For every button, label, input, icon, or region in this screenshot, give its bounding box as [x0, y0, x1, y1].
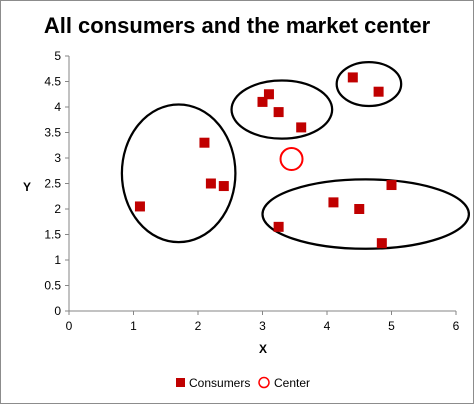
consumer-point	[296, 122, 307, 133]
y-tick-label: 0.5	[44, 279, 61, 293]
consumer-point	[373, 86, 384, 97]
consumer-point	[386, 180, 397, 191]
x-axis-title: X	[259, 342, 267, 356]
y-tick-label: 2.5	[44, 177, 61, 191]
x-tick-label: 6	[453, 319, 460, 333]
legend: Consumers Center	[176, 376, 310, 390]
x-tick-label: 2	[195, 319, 202, 333]
consumer-point	[273, 107, 284, 118]
y-tick-label: 4	[54, 100, 61, 114]
y-tick-label: 1	[54, 253, 61, 267]
legend-consumers-marker	[176, 378, 185, 387]
x-tick-label: 5	[388, 319, 395, 333]
legend-consumers-label: Consumers	[189, 376, 250, 390]
consumer-point	[354, 204, 365, 214]
market-center-point	[279, 147, 304, 172]
x-tick-label: 0	[66, 319, 73, 333]
consumer-point	[263, 89, 274, 100]
cluster-ellipse	[230, 79, 334, 140]
y-tick-label: 1.5	[44, 228, 61, 242]
y-tick-label: 5	[54, 49, 61, 63]
consumer-point	[205, 178, 216, 189]
legend-center-marker	[258, 376, 270, 389]
consumer-point	[273, 221, 284, 232]
x-tick-label: 4	[324, 319, 331, 333]
cluster-ellipses	[120, 60, 471, 250]
plot-area: 0 0.5 1 1.5 2 2.5 3 3.5 4 4.5 5 0 1 2 3 4 5 6	[44, 49, 471, 333]
legend-center-label: Center	[274, 376, 310, 390]
y-tick-label: 3	[54, 151, 61, 165]
y-tick-label: 3.5	[44, 126, 61, 140]
y-axis-ticks: 0 0.5 1 1.5 2 2.5 3 3.5 4 4.5 5	[44, 49, 69, 318]
consumer-point	[347, 72, 358, 83]
x-tick-label: 1	[130, 319, 137, 333]
x-axis-ticks: 0 1 2 3 4 5 6	[66, 311, 460, 333]
consumer-point	[328, 197, 339, 208]
consumer-point	[218, 181, 229, 192]
y-axis-title: Y	[23, 180, 31, 194]
cluster-ellipse	[335, 60, 403, 108]
data-points	[134, 72, 397, 249]
y-tick-label: 4.5	[44, 75, 61, 89]
consumer-point	[134, 201, 145, 212]
consumer-point	[257, 96, 268, 107]
cluster-ellipse	[261, 178, 471, 250]
consumer-point	[376, 238, 387, 249]
x-tick-label: 3	[259, 319, 266, 333]
consumer-point	[199, 137, 210, 148]
y-tick-label: 0	[54, 304, 61, 318]
chart-title: All consumers and the market center	[44, 13, 431, 38]
y-tick-label: 2	[54, 202, 61, 216]
cluster-ellipse	[120, 103, 237, 244]
